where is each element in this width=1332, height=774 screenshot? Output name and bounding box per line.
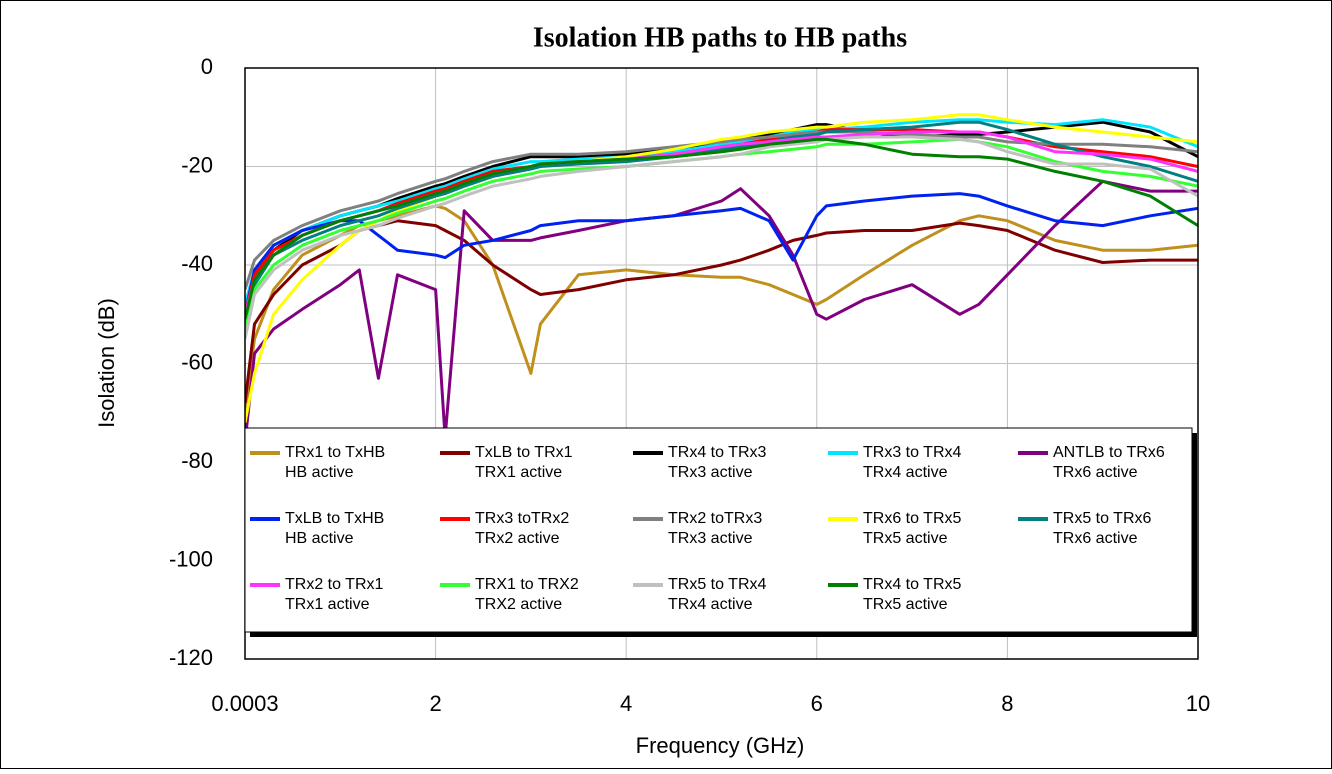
plot-frame [244, 67, 1199, 660]
y-tick-label: -100 [169, 546, 213, 571]
y-tick-label: 0 [201, 54, 213, 79]
x-tick-label: 8 [1001, 691, 1013, 716]
legend-label: TRx4 to TRx5 TRx5 active [863, 576, 962, 613]
series-line [245, 192, 1198, 315]
y-tick-label: -120 [169, 645, 213, 670]
y-tick-label: -80 [181, 448, 213, 473]
x-axis-label: Frequency (GHz) [636, 733, 805, 758]
series-line [245, 135, 1198, 340]
lines [245, 113, 1198, 443]
chart-title: Isolation HB paths to HB paths [533, 22, 907, 53]
legend-label: TRX1 to TRX2 TRX2 active [475, 576, 579, 613]
x-tick-label: 10 [1186, 691, 1210, 716]
x-tick-label: 4 [620, 691, 632, 716]
legend-label: TRx2 to TRx1 TRx1 active [285, 576, 384, 613]
legend-label: ANTLB to TRx6 TRx6 active [1053, 444, 1165, 481]
legend: TRx1 to TxHB HB active TxLB to TRx1 TRX1 ac… [244, 427, 1197, 637]
legend-label: TRx2 toTRx3 TRx3 active [668, 510, 762, 547]
legend-box [244, 427, 1193, 633]
legend-label: TRx5 to TRx6 TRx6 active [1053, 510, 1152, 547]
series-line [245, 137, 1198, 320]
x-tick-label: 0.0003 [211, 691, 278, 716]
y-tick-label: -60 [181, 349, 213, 374]
legend-label: TRx3 to TRx4 TRx4 active [863, 444, 962, 481]
x-tick-label: 6 [811, 691, 823, 716]
series-line [245, 130, 1198, 291]
legend-label: TxLB to TRx1 TRX1 active [475, 444, 573, 481]
legend-label: TRx5 to TRx4 TRx4 active [668, 576, 767, 613]
x-tick-label: 2 [429, 691, 441, 716]
y-tick-label: -20 [181, 152, 213, 177]
y-tick-label: -40 [181, 251, 213, 276]
legend-label: TRx1 to TxHB HB active [285, 444, 385, 481]
legend-label: TRx4 to TRx3 TRx3 active [668, 444, 767, 481]
legend-label: TRx3 toTRx2 TRx2 active [475, 510, 569, 547]
y-axis-label: Isolation (dB) [94, 298, 119, 428]
legend-label: TxLB to TxHB HB active [285, 510, 384, 547]
legend-label: TRx6 to TRx5 TRx5 active [863, 510, 962, 547]
